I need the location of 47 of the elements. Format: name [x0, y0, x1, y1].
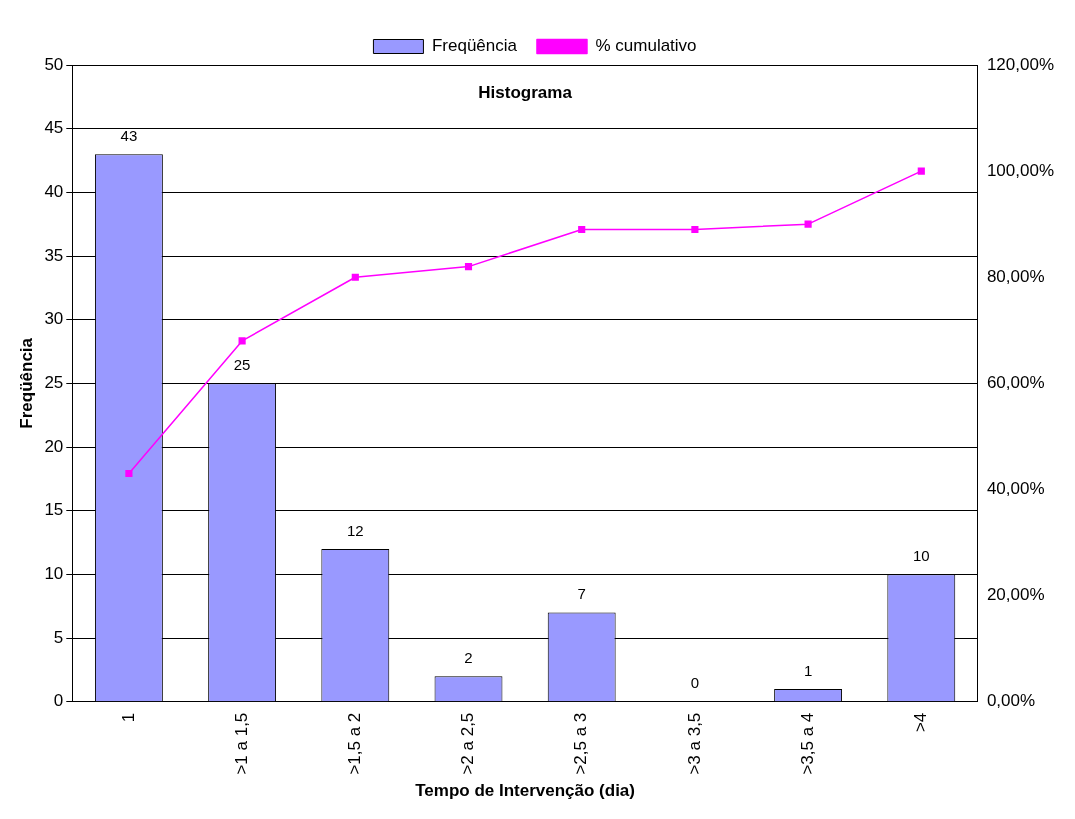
data-label: 7 [577, 585, 586, 603]
point [578, 225, 586, 234]
y2-tick-label: 100,00% [986, 160, 1055, 180]
point [464, 263, 473, 271]
y-tick-label: 40 [44, 182, 64, 202]
data-label: 12 [346, 521, 364, 539]
data-label: 1 [803, 661, 813, 679]
x-tick-label: >4 [910, 712, 930, 733]
y-tick-label: 45 [44, 118, 64, 138]
x-tick-label: >3 a 3,5 [684, 712, 704, 775]
legend-label: Freqüência [431, 36, 518, 56]
y2-tick-label: 0,00% [986, 691, 1036, 711]
y-tick-label: 20 [44, 436, 64, 456]
y-tick-label: 5 [53, 627, 64, 647]
legend-label: % cumulativo [595, 36, 697, 56]
x-tick-label: >2,5 a 3 [571, 712, 591, 775]
point [804, 220, 812, 228]
y-axis-title: Freqüência [16, 337, 36, 429]
y2-tick-label: 60,00% [986, 373, 1045, 393]
x-tick-label: >1,5 a 2 [344, 712, 364, 775]
data-label: 25 [233, 355, 251, 373]
point [917, 167, 925, 175]
data-label: 2 [464, 648, 473, 666]
x-tick-label: 1 [118, 712, 138, 723]
y-tick-label: 0 [53, 691, 64, 711]
text: Histograma [478, 82, 573, 102]
y-tick-label: 50 [44, 54, 64, 74]
data-label: 10 [912, 546, 930, 564]
y-tick-label: 25 [44, 373, 64, 393]
point [238, 337, 246, 345]
x-axis-title: Tempo de Intervenção (dia) [415, 781, 635, 801]
x-tick-label: >2 a 2,5 [458, 712, 478, 775]
y2-tick-label: 20,00% [986, 585, 1045, 605]
y2-tick-label: 120,00% [986, 54, 1055, 74]
y-tick-label: 10 [44, 564, 64, 584]
x-tick-label: >1 a 1,5 [231, 712, 251, 775]
point [691, 225, 699, 234]
y2-tick-label: 40,00% [986, 479, 1045, 499]
data-label: 0 [690, 674, 700, 692]
x-tick-label: >3,5 a 4 [797, 712, 817, 775]
y-tick-label: 35 [44, 245, 64, 265]
point [351, 273, 359, 281]
y-tick-label: 15 [44, 500, 64, 520]
data-label: 43 [120, 126, 138, 144]
y-tick-label: 30 [44, 309, 64, 329]
y2-tick-label: 80,00% [986, 266, 1045, 286]
point [125, 469, 133, 478]
